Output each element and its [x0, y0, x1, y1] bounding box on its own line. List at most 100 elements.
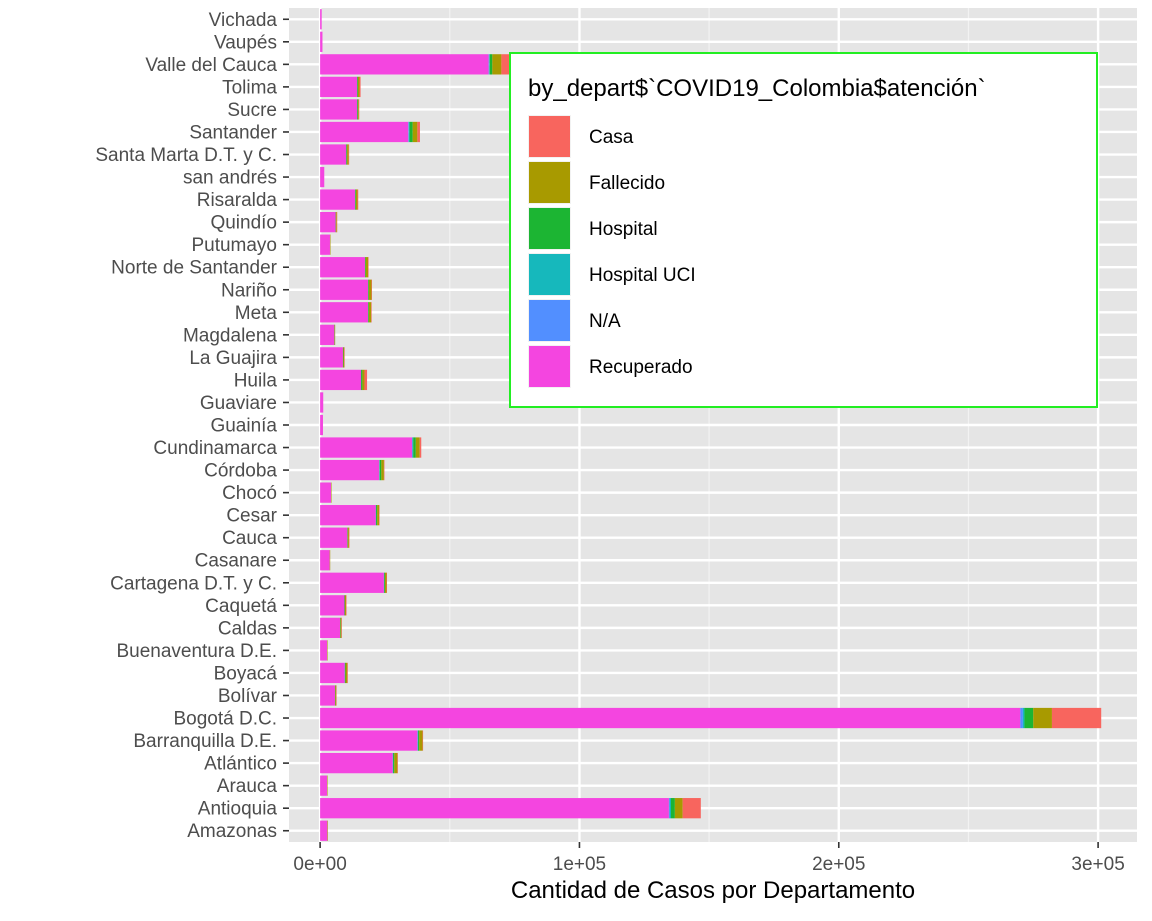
y-tick-label: Vaupés	[214, 32, 277, 53]
bar-segment	[355, 189, 358, 210]
bar-segment	[320, 685, 336, 706]
legend-label: Fallecido	[589, 173, 665, 194]
y-tick-label: Barranquilla D.E.	[133, 731, 277, 752]
legend-swatch	[529, 300, 570, 341]
legend-swatch	[529, 208, 570, 249]
bar-segment	[394, 752, 398, 774]
bar-segment	[320, 550, 330, 571]
y-tick-label: Putumayo	[191, 235, 277, 256]
bar-segment	[364, 257, 366, 278]
bar-segment	[320, 595, 345, 616]
bar-segment	[334, 324, 335, 345]
bar-segment	[320, 640, 328, 661]
bar-segment	[361, 369, 363, 391]
y-tick-label: Norte de Santander	[111, 258, 278, 279]
bar-segment	[341, 617, 342, 639]
legend: by_depart$`COVID19_Colombia$atención` Ca…	[509, 52, 1098, 408]
bar-segment	[1033, 707, 1052, 729]
x-axis-title: Cantidad de Casos por Departamento	[511, 877, 915, 904]
bar-segment	[670, 798, 675, 819]
bar-segment	[335, 211, 337, 233]
bar-segment	[320, 234, 330, 255]
x-tick-label: 2e+05	[812, 854, 865, 875]
bar-segment	[368, 279, 369, 300]
y-tick-label: Boyacá	[214, 663, 278, 684]
bar-segment	[336, 211, 338, 233]
bar-segment	[320, 392, 324, 413]
bar-segment	[381, 459, 384, 481]
bar-segment	[422, 730, 424, 751]
legend-title: by_depart$`COVID19_Colombia$atención`	[528, 75, 986, 102]
bar-segment	[320, 414, 323, 436]
bar-segment	[492, 54, 502, 75]
bar-segment	[397, 752, 398, 774]
bar-segment	[320, 798, 669, 819]
bar-segment	[384, 572, 385, 593]
bar-segment	[357, 76, 360, 98]
bar-segment	[412, 437, 413, 458]
bar-segment	[320, 459, 380, 481]
bar-segment	[368, 257, 369, 278]
bar-segment	[419, 730, 423, 751]
y-tick-label: Antioquia	[198, 799, 278, 820]
bar-segment	[320, 166, 325, 188]
y-tick-label: Cundinamarca	[153, 438, 277, 459]
bar-segment	[365, 257, 369, 278]
bar-segment	[342, 347, 344, 368]
bar-segment	[320, 9, 322, 30]
bar-segment	[383, 459, 385, 481]
bar-segment	[357, 189, 359, 210]
bar-segment	[320, 662, 345, 684]
y-tick-label: Santander	[189, 122, 277, 143]
legend-swatch	[529, 162, 570, 203]
bar-segment	[413, 437, 416, 458]
y-tick-label: Buenaventura D.E.	[116, 641, 277, 662]
y-tick-label: Córdoba	[204, 461, 277, 482]
bar-segment	[1020, 707, 1023, 729]
bar-segment	[669, 798, 671, 819]
y-tick-label: Chocó	[222, 483, 277, 504]
x-tick-label: 3e+05	[1071, 854, 1124, 875]
bar-segment	[417, 730, 418, 751]
bar-segment	[334, 324, 336, 345]
bar-segment	[408, 121, 410, 143]
y-tick-label: Santa Marta D.T. y C.	[95, 145, 277, 166]
y-tick-label: Cartagena D.T. y C.	[110, 573, 277, 594]
bar-segment	[329, 550, 331, 571]
legend-label: Hospital	[589, 219, 658, 240]
bar-segment	[409, 121, 413, 143]
bar-segment	[340, 617, 341, 639]
bar-segment	[358, 99, 360, 120]
bar-segment	[392, 752, 394, 774]
y-tick-label: san andrés	[183, 168, 277, 189]
x-tick-label: 0e+00	[293, 854, 346, 875]
bar-segment	[327, 820, 328, 841]
bar-segment	[379, 459, 382, 481]
bar-segment	[412, 121, 418, 143]
y-tick-label: Huila	[234, 370, 278, 391]
bar-segment	[343, 347, 345, 368]
legend-label: N/A	[589, 311, 621, 332]
y-tick-label: Bogotá D.C.	[174, 709, 278, 730]
bar-segment	[320, 279, 369, 300]
bar-segment	[357, 99, 359, 120]
bar-segment	[320, 505, 376, 526]
bar-segment	[371, 279, 372, 300]
bar-segment	[418, 730, 420, 751]
bar-segment	[320, 54, 489, 75]
bar-segment	[331, 482, 332, 503]
bar-segment	[364, 369, 368, 391]
y-tick-label: Guaviare	[200, 393, 277, 414]
bar-segment	[329, 234, 331, 255]
bar-segment	[376, 505, 378, 526]
bar-segment	[320, 820, 328, 841]
bar-segment	[320, 144, 347, 165]
legend-label: Recuperado	[589, 357, 693, 378]
bar-segment	[383, 572, 385, 593]
bar-segment	[393, 752, 395, 774]
bar-segment	[320, 324, 335, 345]
bar-segment	[375, 505, 377, 526]
bar-segment	[320, 99, 358, 120]
x-tick-label: 1e+05	[553, 854, 606, 875]
y-tick-label: Bolívar	[218, 686, 278, 707]
